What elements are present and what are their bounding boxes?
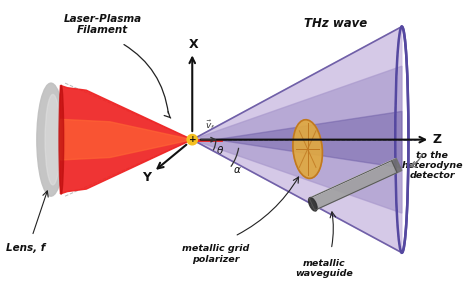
Text: metallic grid
polarizer: metallic grid polarizer (182, 245, 249, 264)
Polygon shape (216, 111, 402, 168)
Ellipse shape (309, 198, 317, 211)
Polygon shape (192, 27, 402, 253)
Polygon shape (60, 119, 192, 160)
Polygon shape (192, 66, 402, 213)
Polygon shape (392, 158, 402, 173)
Text: $\alpha$: $\alpha$ (233, 165, 241, 175)
Text: X: X (188, 38, 198, 51)
Text: Laser-Plasma
Filament: Laser-Plasma Filament (64, 14, 142, 36)
Circle shape (187, 134, 198, 145)
Text: to the
heterodyne
detector: to the heterodyne detector (401, 151, 463, 180)
Text: metallic
waveguide: metallic waveguide (295, 258, 353, 278)
Text: $\theta$: $\theta$ (217, 144, 225, 156)
Polygon shape (309, 158, 396, 198)
Text: Y: Y (142, 171, 151, 184)
Ellipse shape (59, 85, 64, 194)
Text: +: + (189, 135, 197, 144)
Text: THz wave: THz wave (304, 17, 367, 30)
Text: Lens, f: Lens, f (6, 243, 46, 253)
Polygon shape (309, 161, 397, 210)
Text: $\vec{v}_f$: $\vec{v}_f$ (205, 118, 215, 132)
Ellipse shape (293, 120, 322, 178)
Text: Z: Z (433, 133, 442, 146)
Polygon shape (60, 85, 192, 194)
Ellipse shape (37, 83, 65, 196)
Ellipse shape (45, 94, 61, 185)
